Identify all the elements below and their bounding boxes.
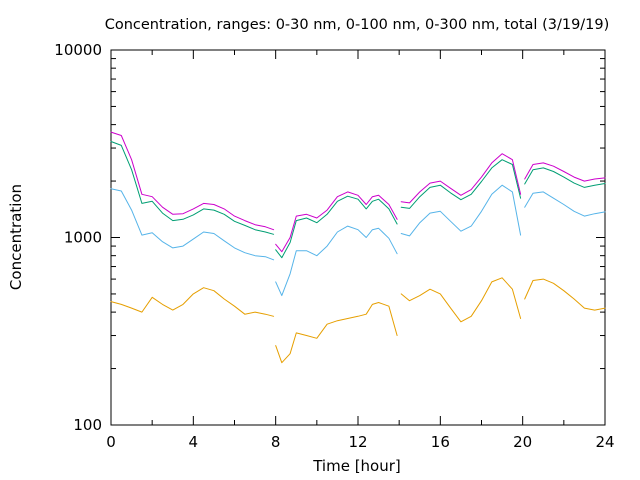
x-tick-label: 0 [106,433,116,451]
series-2-segment-4 [524,167,606,188]
series-4-segment-4 [524,278,606,311]
y-axis-label: Concentration [7,184,25,290]
series-1-segment-2 [275,191,398,253]
x-tick-label: 4 [189,433,199,451]
plot-frame [110,49,606,426]
series-3-segment-3 [400,184,522,237]
y-tick-label: 10000 [54,41,102,59]
x-tick-label: 24 [595,433,614,451]
series-2-segment-2 [275,195,398,259]
series-3-segment-2 [275,225,398,297]
series-4-segment-2 [275,302,398,364]
y-tick-label: 100 [73,416,102,434]
series-3-segment-4 [524,191,606,217]
series-4-segment-3 [400,277,522,323]
series-4-segment-1 [110,287,275,317]
series-1-segment-3 [400,153,522,204]
series-1-segment-1 [110,131,275,231]
x-tick-label: 8 [271,433,281,451]
y-tick-label: 1000 [64,229,102,247]
x-tick-label: 12 [348,433,367,451]
x-tick-label: 16 [431,433,450,451]
series-2-segment-1 [110,141,275,235]
series-3-segment-1 [110,188,275,261]
x-axis-label: Time [hour] [312,457,401,475]
chart-title: Concentration, ranges: 0-30 nm, 0-100 nm… [105,17,610,33]
series-2-segment-3 [400,159,522,209]
series-1-segment-4 [524,162,606,182]
x-tick-label: 20 [513,433,532,451]
axis-ticks: 0 4 8 12 16 20 24 100 1000 10000 [54,41,614,451]
series-lines [110,131,606,364]
